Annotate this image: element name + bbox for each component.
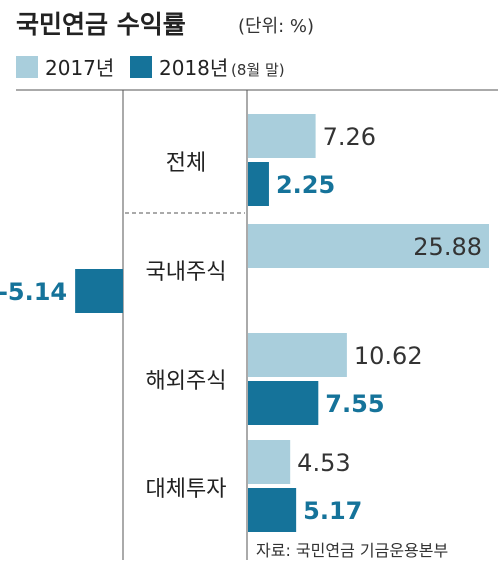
source-note: 자료: 국민연금 기금운용본부	[256, 541, 448, 560]
value-labels-group: 7.26 2.25 25.88 -5.14 10.62 7.55 4.53 5.17	[0, 123, 482, 525]
value-label-overseas-stock-2017: 10.62	[354, 342, 423, 370]
chart-title: 국민연금 수익률	[16, 10, 186, 39]
unit-label: (단위: %)	[238, 16, 314, 37]
legend-sublabel-2018: (8월 말)	[231, 61, 285, 79]
value-label-total-2017: 7.26	[323, 123, 376, 151]
value-label-alternative-2018: 5.17	[303, 497, 362, 525]
bar-alternative-2017	[248, 440, 291, 484]
bar-alternative-2018	[248, 488, 297, 532]
bars-group	[75, 114, 489, 532]
category-label-alternative: 대체투자	[146, 477, 227, 502]
bar-overseas-stock-2018	[248, 381, 319, 425]
legend-swatch-2018	[130, 56, 152, 78]
value-label-overseas-stock-2018: 7.55	[325, 390, 384, 418]
bar-total-2018	[248, 162, 269, 206]
bar-overseas-stock-2017	[248, 333, 347, 377]
value-label-domestic-stock-2018: -5.14	[0, 278, 67, 306]
bar-total-2017	[248, 114, 316, 158]
value-label-domestic-stock-2017: 25.88	[413, 233, 482, 261]
legend: 2017년 2018년 (8월 말)	[16, 56, 285, 80]
bar-domestic-stock-2018	[75, 269, 123, 313]
category-label-domestic-stock: 국내주식	[146, 260, 227, 285]
legend-label-2017: 2017년	[45, 56, 114, 80]
category-label-overseas-stock: 해외주식	[146, 369, 227, 394]
category-label-total: 전체	[166, 151, 206, 176]
legend-label-2018: 2018년	[159, 56, 228, 80]
bar-domestic-stock-2017	[248, 224, 489, 268]
legend-swatch-2017	[16, 56, 38, 78]
value-label-total-2018: 2.25	[276, 171, 335, 199]
value-label-alternative-2017: 4.53	[297, 449, 350, 477]
